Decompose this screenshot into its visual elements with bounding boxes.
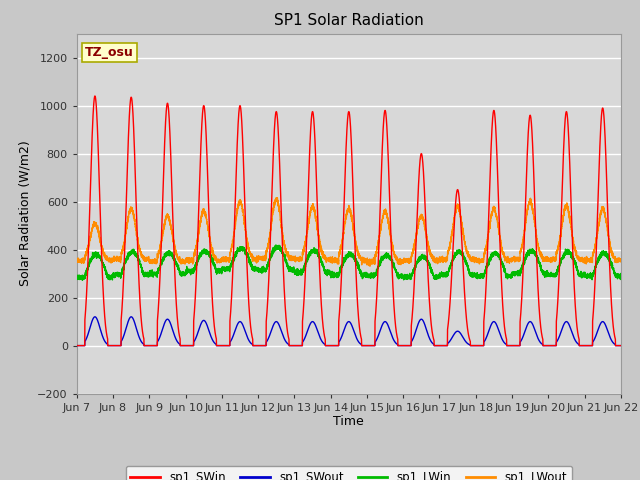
Y-axis label: Solar Radiation (W/m2): Solar Radiation (W/m2)	[19, 141, 32, 287]
Text: TZ_osu: TZ_osu	[85, 46, 134, 59]
X-axis label: Time: Time	[333, 415, 364, 429]
Title: SP1 Solar Radiation: SP1 Solar Radiation	[274, 13, 424, 28]
Legend: sp1_SWin, sp1_SWout, sp1_LWin, sp1_LWout: sp1_SWin, sp1_SWout, sp1_LWin, sp1_LWout	[125, 466, 572, 480]
